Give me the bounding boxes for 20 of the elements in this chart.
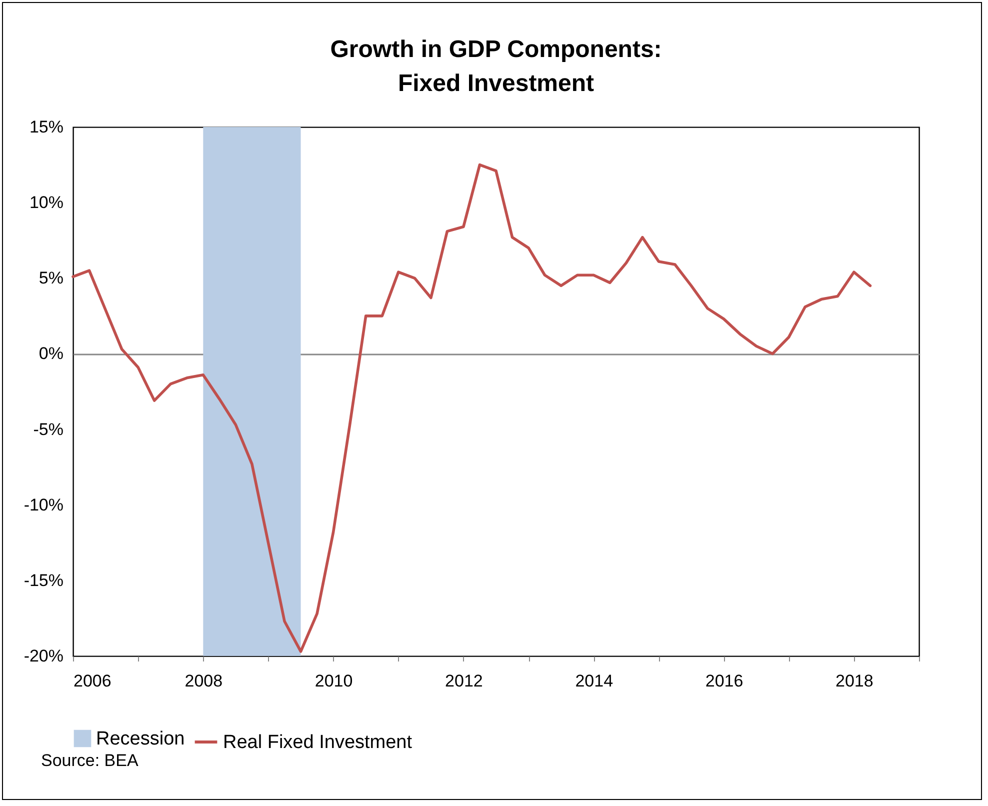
x-tick-label: 2016	[705, 672, 744, 690]
x-tick-label: 2012	[445, 672, 483, 690]
y-tick-label: 0%	[38, 344, 64, 364]
x-tick-label: 2006	[74, 672, 112, 690]
y-tick-label: -10%	[24, 495, 64, 514]
x-tick-label: 2010	[314, 672, 353, 690]
source-note: Source: BEA	[41, 751, 138, 771]
x-tick-label: 2008	[184, 672, 223, 690]
legend-label: Recession	[96, 728, 185, 750]
y-tick-label: -15%	[24, 570, 64, 590]
y-tick-label: 5%	[38, 268, 64, 288]
legend-label: Real Fixed Investment	[223, 732, 413, 753]
chart-title: Growth in GDP Components: Fixed Investment	[330, 36, 662, 97]
y-tick-label: -20%	[24, 646, 64, 666]
y-tick-label: -5%	[33, 420, 64, 439]
y-tick-label: 15%	[29, 118, 64, 136]
x-tick-label: 2018	[836, 672, 874, 690]
x-tick-label: 2014	[575, 672, 614, 690]
line-series	[72, 163, 872, 653]
y-tick-label: 10%	[29, 193, 64, 212]
